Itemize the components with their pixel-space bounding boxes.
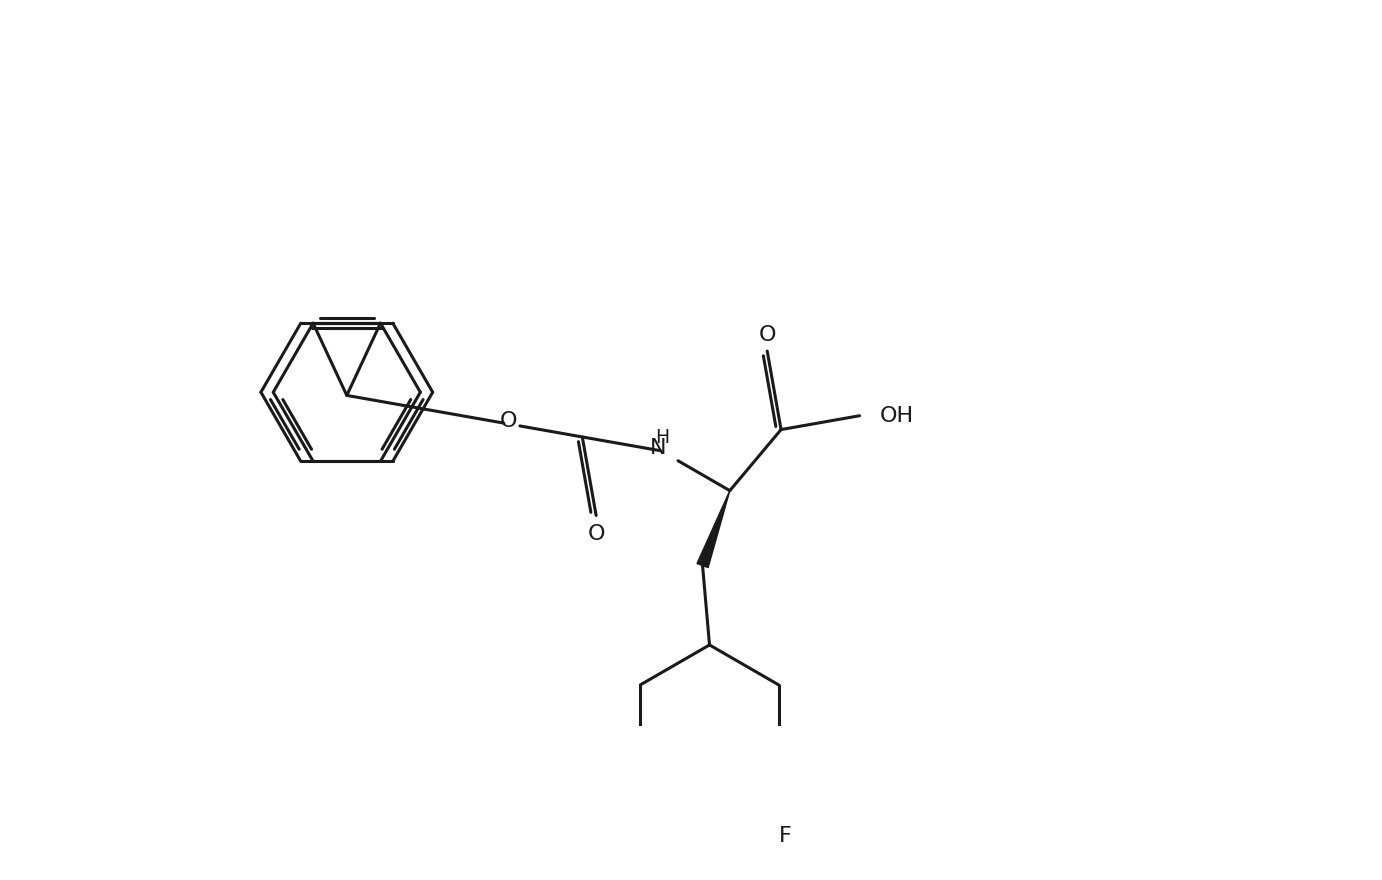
- Text: O: O: [587, 524, 605, 545]
- Text: OH: OH: [879, 406, 914, 426]
- Text: O: O: [499, 411, 517, 431]
- Text: H: H: [655, 428, 670, 447]
- Polygon shape: [697, 491, 730, 568]
- Text: N: N: [650, 438, 666, 458]
- Text: F: F: [779, 826, 792, 847]
- Text: O: O: [759, 325, 775, 345]
